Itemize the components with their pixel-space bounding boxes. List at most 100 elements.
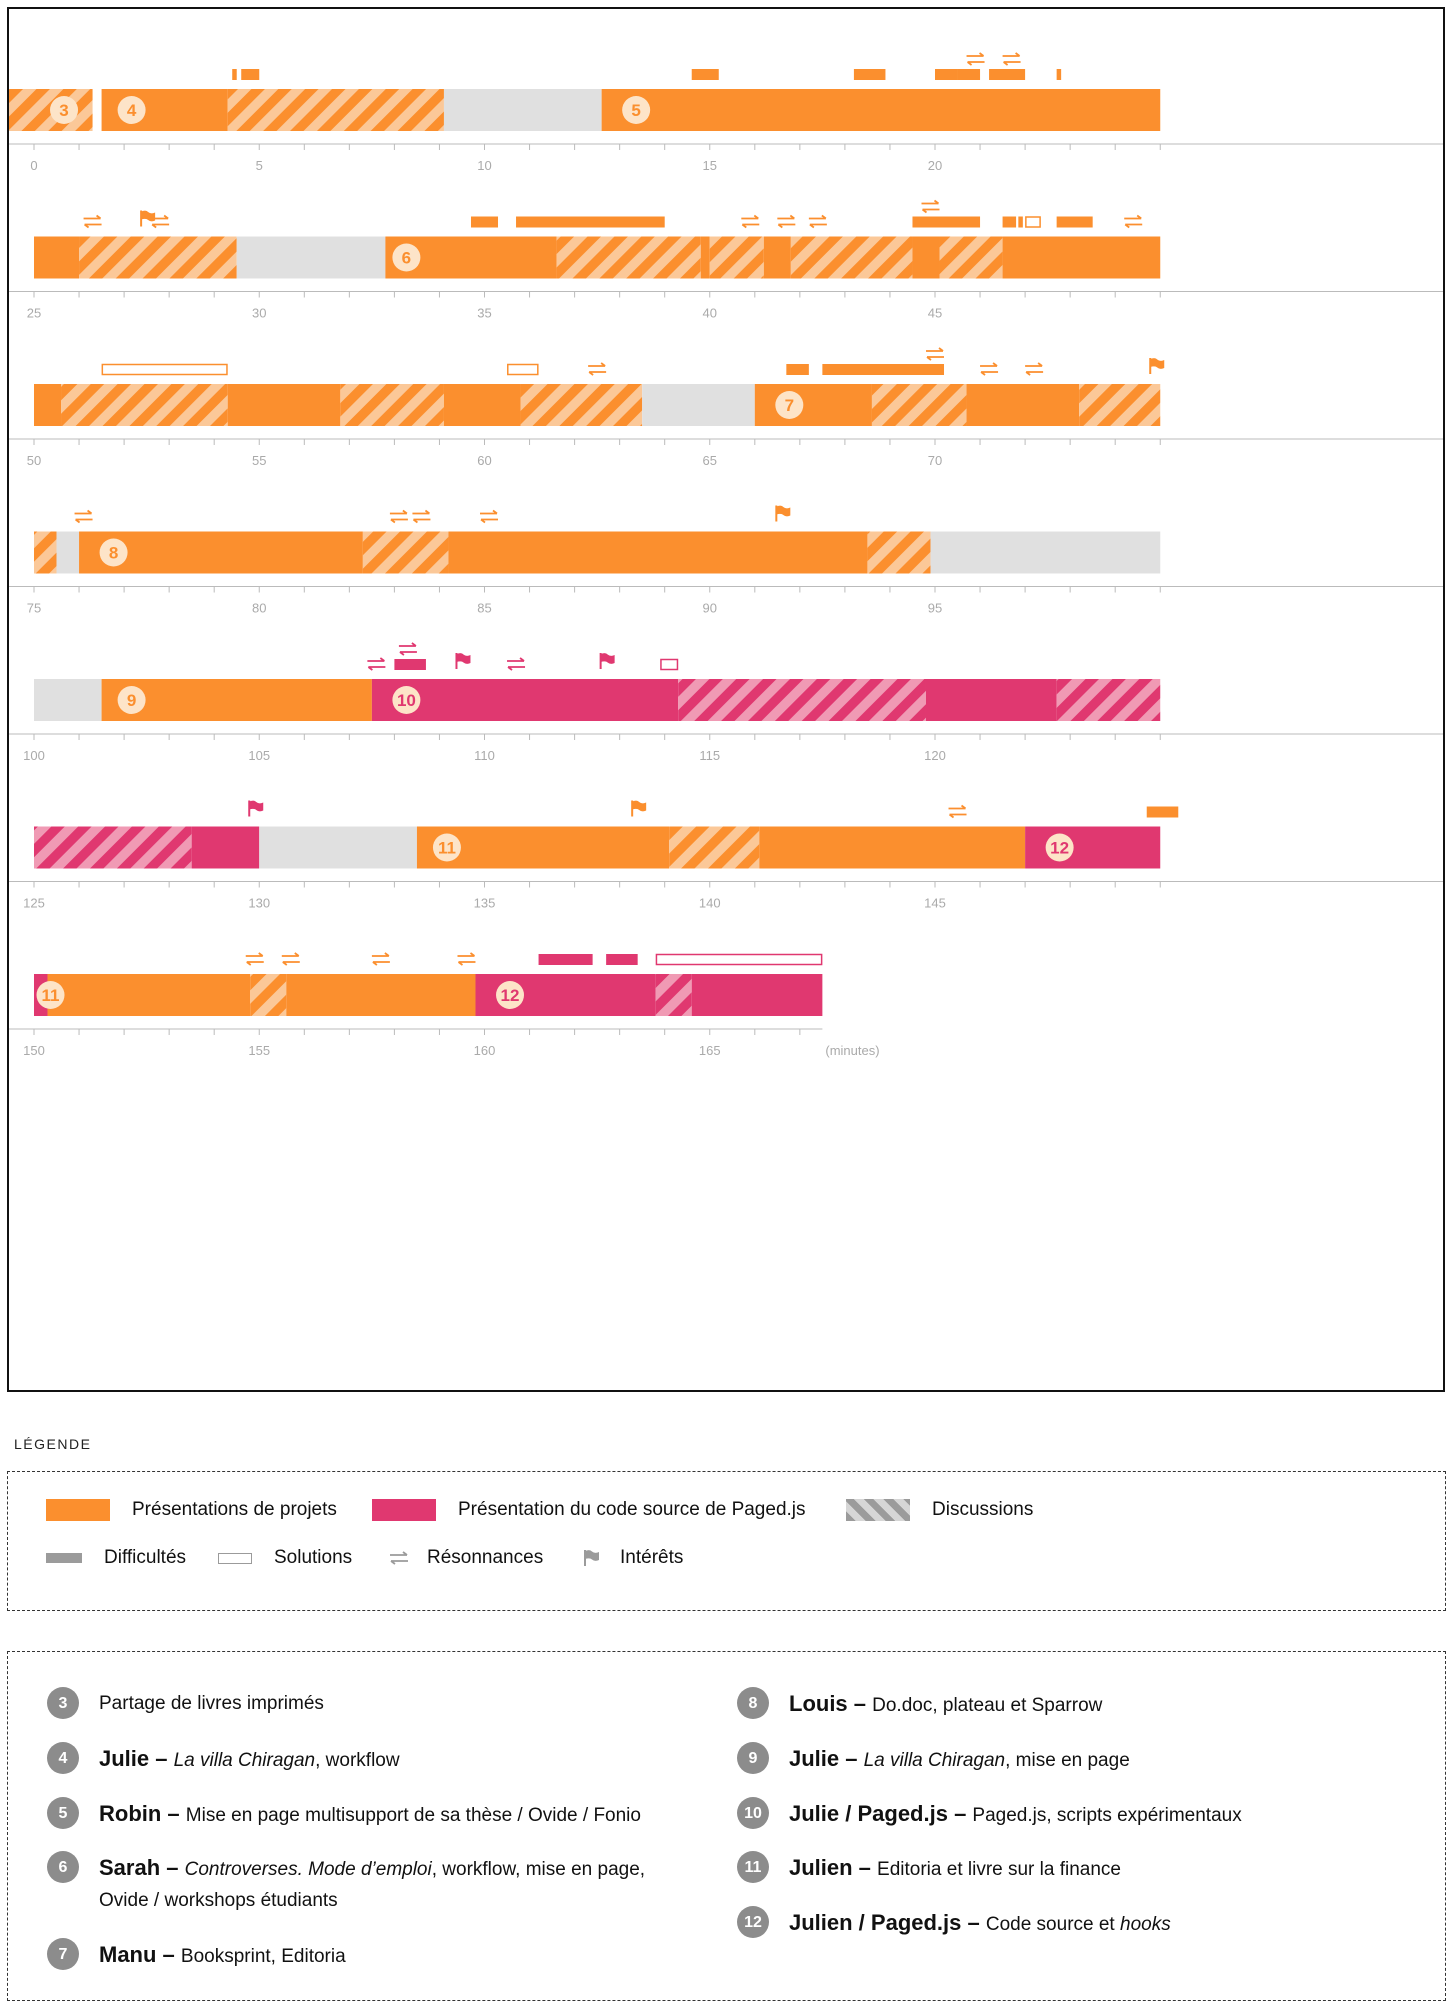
segment-presentation: [371, 679, 679, 721]
speaker-item: 5 Robin – Mise en page multisupport de sa…: [47, 1797, 667, 1831]
speaker-number-badge: 12: [737, 1906, 769, 1938]
speaker-item: 4 Julie – La villa Chiragan, workflow: [47, 1742, 667, 1776]
tick-label: 30: [252, 306, 266, 321]
tick-label: 100: [23, 748, 45, 763]
resonance-icon: [966, 52, 985, 66]
speaker-text: Partage de livres imprimés: [99, 1688, 324, 1719]
speaker-topic: La villa Chiragan: [173, 1750, 316, 1771]
tick-label: 160: [474, 1043, 496, 1058]
segment-discussion: [871, 384, 967, 426]
tick-label: 125: [23, 896, 45, 911]
speaker-number-badge: 7: [47, 1938, 79, 1970]
tick-label: 50: [27, 453, 41, 468]
speaker-name: Julie –: [789, 1746, 864, 1771]
speaker-number-badge: 8: [737, 1687, 769, 1719]
segment-discussion: [520, 384, 643, 426]
legend-label: Difficultés: [104, 1547, 187, 1568]
tick-label: 90: [703, 601, 717, 616]
segment-presentation: [759, 826, 1026, 869]
segment-discussion: [1079, 384, 1161, 426]
resonance-icon: [367, 657, 386, 671]
difficulty-mark: [232, 69, 237, 80]
speaker-name: Julie / Paged.js –: [789, 1801, 973, 1826]
difficulty-mark: [691, 69, 719, 80]
resonance-icon: [398, 642, 417, 656]
legend-label: Intérêts: [620, 1547, 684, 1568]
speaker-topic: , workflow: [315, 1750, 400, 1771]
segment-presentation: [227, 384, 341, 426]
flag-icon: [248, 800, 264, 817]
segment-discussion: [1056, 679, 1161, 721]
legend-item-discussions: Discussions: [846, 1499, 1033, 1521]
segment-discussion: [709, 236, 764, 279]
resonance-icon: [389, 509, 408, 524]
speaker-topic: Partage de livres imprimés: [99, 1693, 324, 1714]
legend-swatch-orange: [46, 1499, 110, 1521]
tick-label: 95: [928, 601, 942, 616]
tick-label: 20: [928, 158, 942, 173]
difficulty-mark: [1056, 69, 1062, 80]
solution-mark: [660, 658, 679, 671]
tick-label: 10: [477, 158, 491, 173]
flag-icon: [455, 653, 471, 669]
segment-discussion: [655, 974, 692, 1016]
segment-discussion: [362, 531, 449, 574]
resonance-icon: [948, 804, 967, 819]
speaker-topic: Controverses. Mode d’emploi: [184, 1859, 432, 1880]
resonance-icon: [412, 509, 431, 524]
difficulty-mark: [786, 364, 809, 375]
difficulty-mark: [1056, 216, 1093, 228]
tick-label: 35: [477, 306, 491, 321]
segment-gap: [930, 531, 1161, 574]
svg-text:4: 4: [127, 101, 137, 120]
resonance-icon: [777, 214, 796, 229]
segment-discussion: [61, 384, 228, 426]
segment-presentation: [47, 974, 251, 1016]
flag-icon: [1149, 358, 1165, 374]
segment-discussion: [340, 384, 444, 426]
speaker-topic: Code source et: [985, 1914, 1120, 1935]
svg-text:5: 5: [631, 101, 640, 120]
tick-label: 135: [474, 896, 496, 911]
speaker-bubble: 8: [99, 538, 128, 567]
svg-text:3: 3: [59, 101, 68, 120]
legend-item-interets: Intérêts: [582, 1547, 683, 1569]
difficulty-mark: [1018, 216, 1023, 228]
resonance-icon: [926, 347, 944, 361]
legend-label: Présentation du code source de Paged.js: [458, 1499, 806, 1520]
segment-discussion: [34, 826, 192, 869]
difficulty-mark: [516, 216, 665, 228]
legend-item-presentations-projets: Présentations de projets: [46, 1499, 337, 1521]
legend-swatch-stripes: [846, 1499, 910, 1521]
segment-presentation: [691, 974, 823, 1016]
difficulty-mark: [822, 364, 945, 375]
speaker-item: 8 Louis – Do.doc, plateau et Sparrow: [737, 1687, 1357, 1721]
speaker-text: Julie – La villa Chiragan, mise en page: [789, 1743, 1130, 1776]
tick-label: 40: [703, 306, 717, 321]
segment-discussion: [867, 531, 931, 574]
speaker-topic: Mise en page multisupport de sa thèse / …: [185, 1805, 641, 1826]
speaker-bubble: 11: [432, 833, 461, 862]
speakers-box: 3 Partage de livres imprimés 4 Julie – La v…: [7, 1651, 1446, 2001]
speaker-bubble: 3: [50, 96, 79, 124]
speaker-bubble: 12: [496, 981, 525, 1009]
tick-label: 140: [699, 896, 721, 911]
speaker-topic: hooks: [1120, 1914, 1171, 1935]
legend-swatch-solution-outline: [218, 1552, 252, 1564]
difficulty-mark: [935, 69, 958, 80]
difficulty-mark: [538, 954, 593, 965]
speaker-item: 9 Julie – La villa Chiragan, mise en page: [737, 1742, 1357, 1776]
speaker-topic: Booksprint, Editoria: [180, 1946, 346, 1967]
speaker-topic: Editoria et livre sur la finance: [877, 1859, 1121, 1880]
speaker-bubble: 12: [1045, 833, 1074, 862]
speaker-text: Louis – Do.doc, plateau et Sparrow: [789, 1688, 1102, 1721]
speaker-text: Robin – Mise en page multisupport de sa …: [99, 1798, 641, 1831]
difficulty-mark: [912, 216, 981, 228]
speaker-number-badge: 5: [47, 1797, 79, 1829]
speaker-item: 6 Sarah – Controverses. Mode d’emploi, wo…: [47, 1851, 667, 1916]
segment-presentation: [448, 531, 868, 574]
resonance-icon: [457, 952, 476, 966]
legend-label: Solutions: [274, 1547, 353, 1568]
segment-presentation: [763, 236, 791, 279]
